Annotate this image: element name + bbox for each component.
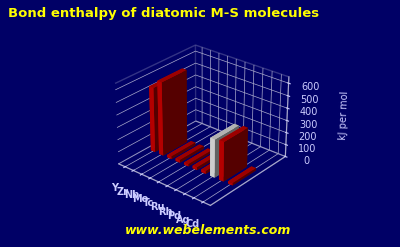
Text: www.webelements.com: www.webelements.com [125, 224, 291, 237]
Text: Bond enthalpy of diatomic M-S molecules: Bond enthalpy of diatomic M-S molecules [8, 7, 319, 21]
